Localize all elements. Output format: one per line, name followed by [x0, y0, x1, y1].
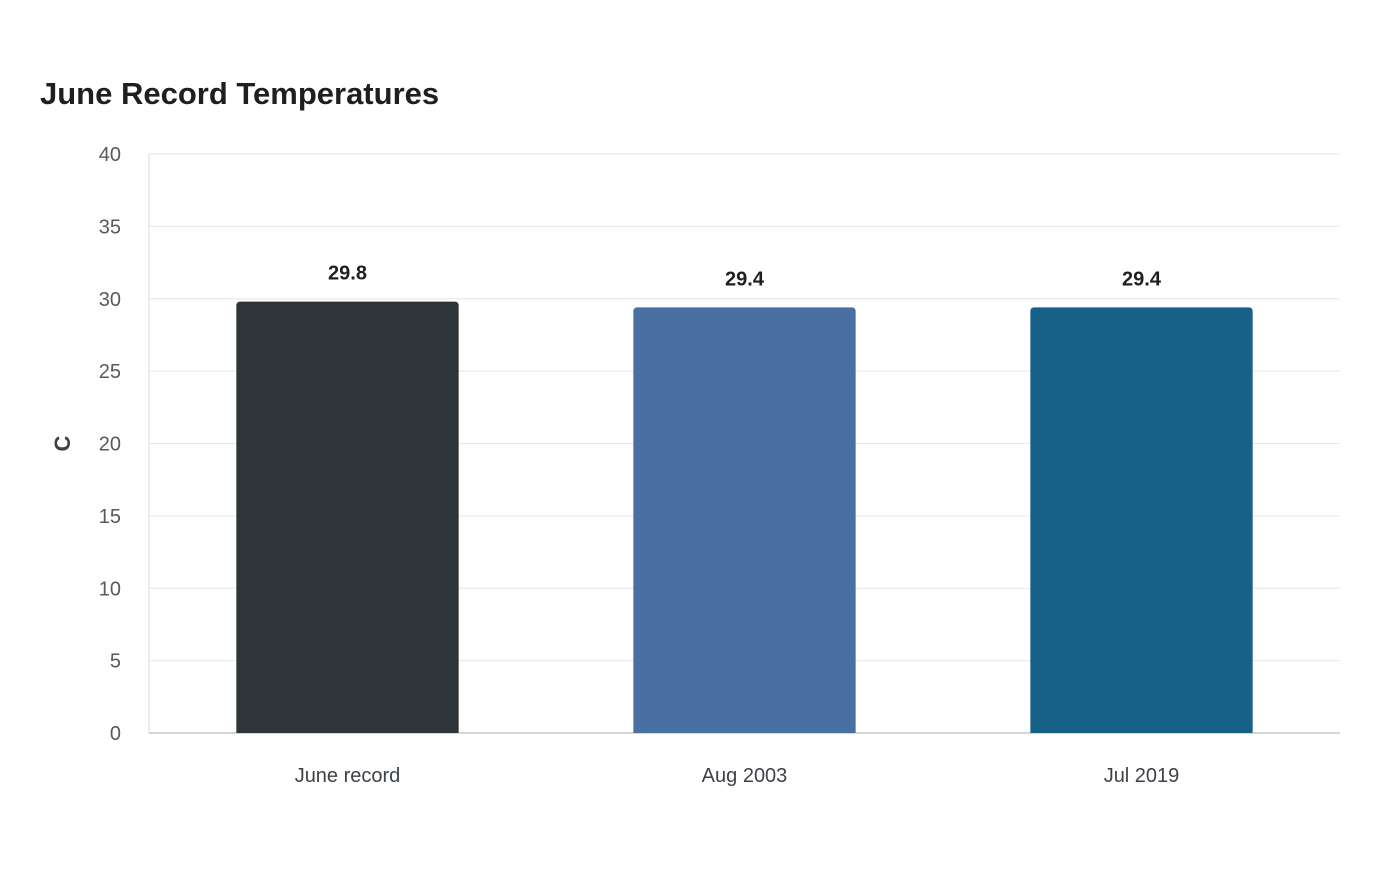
y-tick-label: 25 [99, 361, 121, 383]
y-tick-label: 30 [99, 289, 121, 311]
x-tick-labels: June record Aug 2003 Jul 2019 [295, 765, 1180, 787]
y-tick-label: 0 [110, 723, 121, 745]
bars [236, 301, 1253, 733]
chart-title: June Record Temperatures [40, 76, 440, 111]
bar [1030, 307, 1253, 733]
y-tick-labels: 0 5 10 15 20 25 30 35 40 [99, 144, 121, 745]
x-tick-label: Aug 2003 [702, 765, 788, 787]
value-label: 29.4 [725, 268, 765, 290]
y-tick-label: 40 [99, 144, 121, 166]
x-tick-label: Jul 2019 [1104, 765, 1180, 787]
bar [633, 307, 856, 733]
bar [236, 301, 459, 733]
value-label: 29.4 [1122, 268, 1162, 290]
y-tick-label: 10 [99, 578, 121, 600]
y-tick-label: 15 [99, 506, 121, 528]
value-labels: 29.8 29.4 29.4 [328, 263, 1162, 291]
y-tick-label: 20 [99, 434, 121, 456]
y-tick-label: 35 [99, 216, 121, 238]
y-axis-title: C [50, 435, 75, 451]
value-label: 29.8 [328, 263, 367, 285]
y-tick-label: 5 [110, 651, 121, 673]
x-tick-label: June record [295, 765, 401, 787]
